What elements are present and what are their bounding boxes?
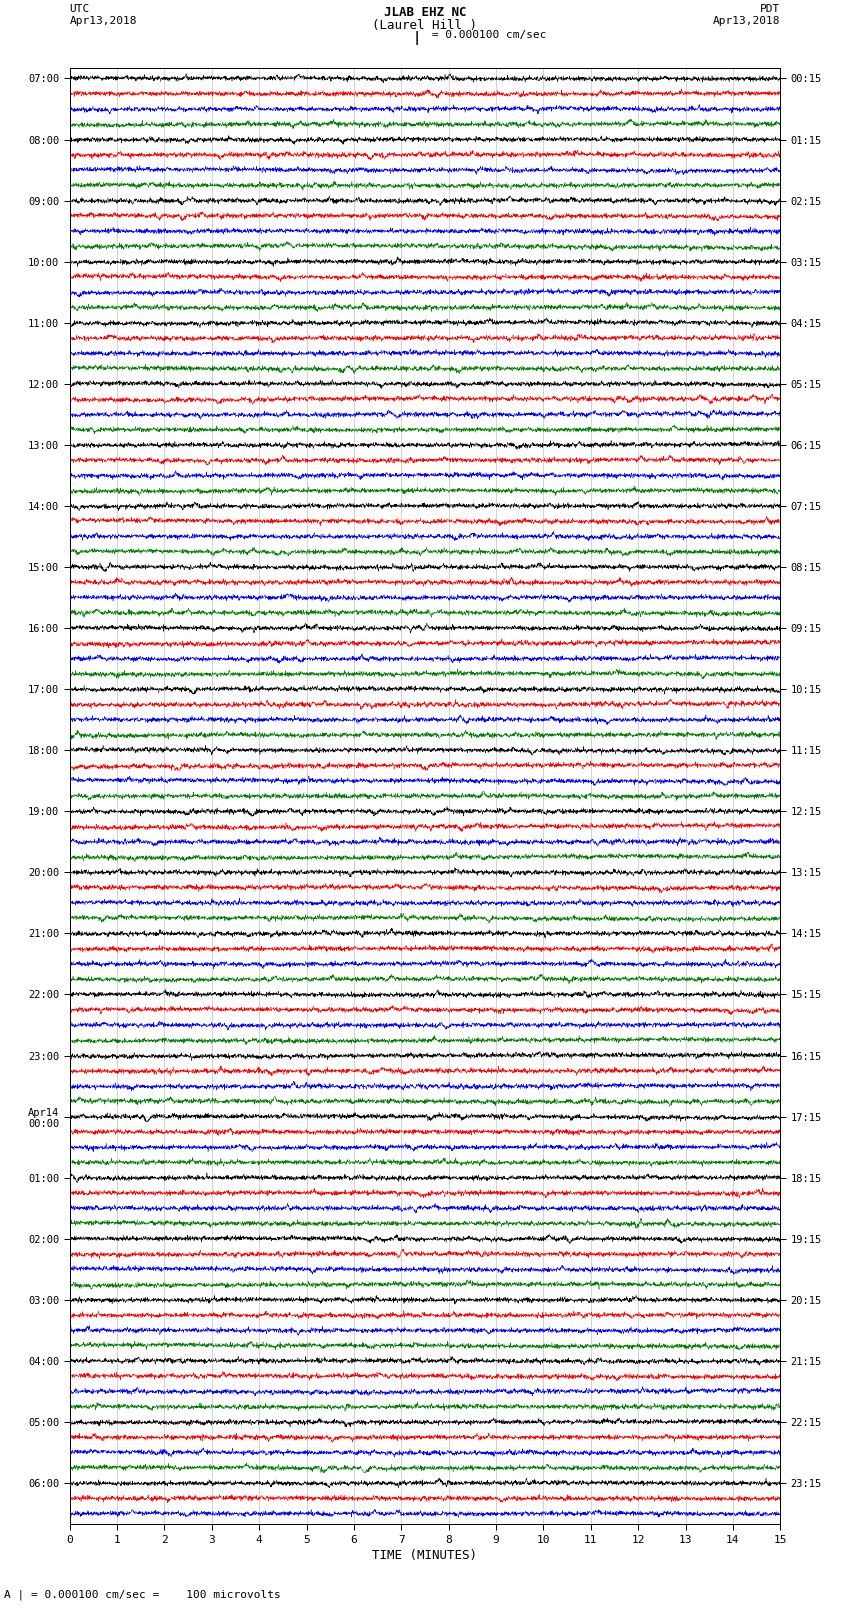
Text: Apr13,2018: Apr13,2018	[713, 16, 780, 26]
Text: A | = 0.000100 cm/sec =    100 microvolts: A | = 0.000100 cm/sec = 100 microvolts	[4, 1589, 281, 1600]
Text: |: |	[412, 31, 421, 45]
Text: (Laurel Hill ): (Laurel Hill )	[372, 18, 478, 32]
Text: = 0.000100 cm/sec: = 0.000100 cm/sec	[425, 31, 547, 40]
X-axis label: TIME (MINUTES): TIME (MINUTES)	[372, 1548, 478, 1561]
Text: UTC: UTC	[70, 5, 90, 15]
Text: PDT: PDT	[760, 5, 780, 15]
Text: JLAB EHZ NC: JLAB EHZ NC	[383, 5, 467, 19]
Text: Apr13,2018: Apr13,2018	[70, 16, 137, 26]
